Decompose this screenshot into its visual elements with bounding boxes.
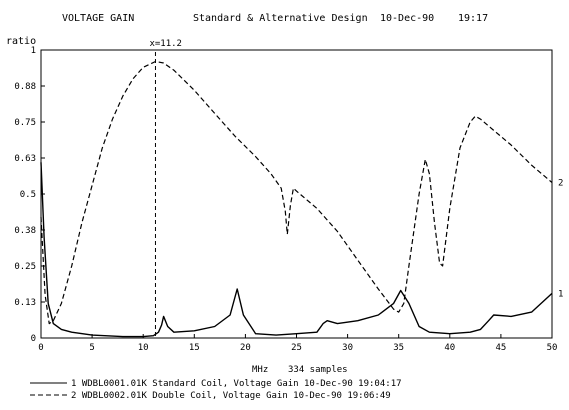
y-tick-label: 0.38 [14,226,36,236]
legend: 1 WDBL0001.01K Standard Coil, Voltage Ga… [30,379,402,401]
x-tick-label: 20 [240,343,251,353]
chart-time: 19:17 [458,13,488,24]
x-tick-label: 10 [138,343,149,353]
x-tick-label: 50 [547,343,558,353]
chart-title: VOLTAGE GAIN [62,13,134,24]
series-line-2 [40,60,553,325]
series-group: 12 [40,60,563,338]
y-tick-label: 0.63 [14,154,36,164]
samples-note: 334 samples [288,365,348,375]
y-tick-label: 0.75 [14,118,36,128]
series-end-label-1: 1 [558,289,563,299]
y-axis-ticks: 0 0.13 0.25 0.38 0.5 0.63 0.75 0.88 1 [14,46,45,344]
x-axis-label: MHz [252,365,268,375]
x-tick-label: 45 [495,343,506,353]
x-tick-label: 30 [342,343,353,353]
x-tick-label: 15 [189,343,200,353]
x-tick-label: 35 [393,343,404,353]
y-tick-label: 0 [31,334,36,344]
y-axis-label: ratio [6,36,36,47]
x-tick-label: 0 [38,343,43,353]
chart-subtitle: Standard & Alternative Design [193,13,368,24]
x-tick-label: 25 [291,343,302,353]
cursor-marker: x=11.2 [149,39,182,338]
x-tick-label: 40 [444,343,455,353]
x-tick-label: 5 [89,343,94,353]
y-tick-label: 0.25 [14,262,36,272]
legend-entry-2: 2 WDBL0002.01K Double Coil, Voltage Gain… [71,391,391,401]
plot-frame [40,49,553,339]
y-tick-label: 0.13 [14,298,36,308]
y-tick-label: 1 [31,46,36,56]
y-tick-label: 0.5 [20,190,36,200]
series-end-label-2: 2 [558,178,563,188]
series-line-1 [40,162,553,338]
cursor-marker-label: x=11.2 [149,39,182,49]
y-tick-label: 0.88 [14,82,36,92]
legend-entry-1: 1 WDBL0001.01K Standard Coil, Voltage Ga… [71,379,402,389]
chart-date: 10-Dec-90 [380,13,434,24]
